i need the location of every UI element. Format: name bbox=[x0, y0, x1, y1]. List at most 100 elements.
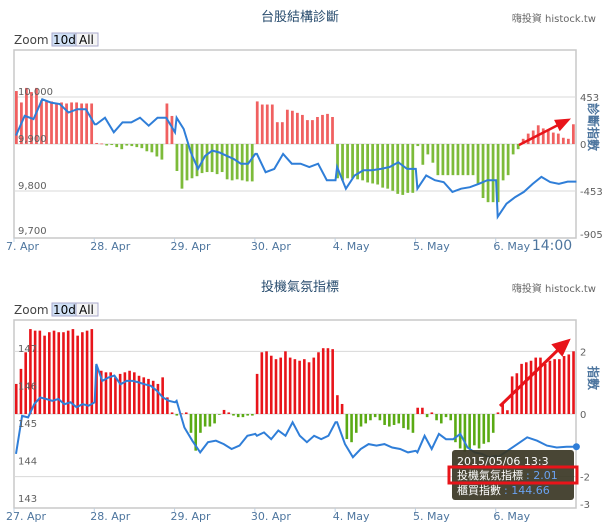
x-tick-label: 6. May bbox=[493, 240, 530, 253]
bar-positive bbox=[114, 377, 117, 414]
bar-positive bbox=[95, 142, 99, 144]
bar-negative bbox=[426, 144, 430, 155]
tooltip-label-otc: 櫃買指數 bbox=[457, 483, 501, 497]
bar-negative bbox=[180, 144, 184, 189]
bar-positive bbox=[76, 335, 79, 414]
bar-positive bbox=[118, 373, 122, 414]
bar-positive bbox=[551, 132, 555, 144]
x-tick-label: 30. Apr bbox=[251, 240, 291, 253]
zoom-all-label[interactable]: All bbox=[79, 33, 94, 47]
bar-negative bbox=[388, 414, 391, 427]
bar-positive bbox=[80, 103, 83, 144]
bar-negative bbox=[381, 144, 385, 188]
bar-negative bbox=[145, 144, 149, 152]
bar-negative bbox=[345, 414, 349, 440]
bar-negative bbox=[246, 414, 249, 416]
bar-positive bbox=[279, 357, 283, 414]
bar-positive bbox=[321, 114, 324, 144]
bar-negative bbox=[471, 144, 475, 176]
bar-negative bbox=[473, 414, 476, 446]
zoom-all-button[interactable]: All bbox=[75, 302, 99, 317]
bar-negative bbox=[366, 144, 370, 183]
bar-positive bbox=[48, 332, 51, 414]
bar-negative bbox=[397, 414, 401, 424]
x-tick-label: 29. Apr bbox=[171, 240, 211, 253]
bar-positive bbox=[170, 115, 174, 144]
bar-negative bbox=[356, 144, 359, 180]
bar-negative bbox=[115, 144, 119, 148]
chart-speculation-index: 投機氣氛指標 嗨投資 histock.tw Zoom 10d All 147 14… bbox=[6, 279, 601, 523]
bar-negative bbox=[240, 144, 244, 181]
bar-positive bbox=[543, 363, 547, 414]
bar-negative bbox=[411, 414, 415, 433]
left-tick-label: 10,000 bbox=[18, 87, 53, 98]
zoom-10d-button[interactable]: 10d bbox=[51, 302, 77, 317]
watermark: 嗨投資 histock.tw bbox=[512, 282, 596, 295]
bar-positive bbox=[269, 355, 273, 414]
zoom-10d-button[interactable]: 10d bbox=[51, 32, 77, 47]
bar-negative bbox=[199, 414, 202, 433]
right-tick-label: -2 bbox=[580, 473, 590, 484]
bar-negative bbox=[392, 414, 396, 425]
chart-title: 台股結構診斷 bbox=[261, 9, 339, 25]
bar-positive bbox=[45, 101, 48, 144]
bar-negative bbox=[236, 414, 240, 418]
bar-negative bbox=[203, 414, 207, 427]
bar-positive bbox=[303, 359, 306, 414]
bar-negative bbox=[376, 144, 380, 185]
zoom-label: Zoom bbox=[14, 33, 49, 47]
bar-positive bbox=[293, 359, 297, 414]
bar-positive bbox=[336, 395, 339, 414]
zoom-10d-label[interactable]: 10d bbox=[53, 33, 76, 47]
bar-positive bbox=[222, 409, 226, 414]
x-tick-label: 30. Apr bbox=[251, 510, 291, 523]
bar-negative bbox=[456, 144, 460, 176]
bar-positive bbox=[520, 363, 523, 414]
bar-negative bbox=[491, 144, 495, 203]
bar-negative bbox=[466, 144, 470, 176]
zoom-10d-label[interactable]: 10d bbox=[53, 303, 76, 317]
left-tick-label: 144 bbox=[18, 457, 37, 468]
bar-positive bbox=[290, 110, 294, 144]
bar-negative bbox=[441, 144, 445, 176]
bar-negative bbox=[425, 414, 429, 418]
bar-positive bbox=[24, 352, 27, 414]
bar-positive bbox=[296, 112, 299, 144]
bar-negative bbox=[449, 414, 453, 421]
chart-title: 投機氣氛指標 bbox=[261, 279, 339, 295]
bar-positive bbox=[29, 329, 32, 414]
bar-negative bbox=[406, 414, 410, 430]
bar-negative bbox=[350, 414, 353, 443]
bar-negative bbox=[486, 144, 490, 203]
bar-positive bbox=[62, 332, 65, 414]
bar-positive bbox=[57, 332, 61, 414]
bar-positive bbox=[416, 407, 419, 414]
bar-positive bbox=[331, 349, 334, 414]
bar-positive bbox=[260, 352, 264, 414]
bar-negative bbox=[439, 414, 443, 424]
bar-negative bbox=[359, 414, 363, 427]
x-tick-label: 4. May bbox=[333, 240, 370, 253]
zoom-all-label[interactable]: All bbox=[79, 303, 94, 317]
bar-positive bbox=[526, 133, 530, 144]
bar-negative bbox=[346, 144, 349, 179]
bar-positive bbox=[109, 372, 112, 414]
bar-negative bbox=[225, 144, 229, 180]
bar-positive bbox=[156, 383, 160, 414]
bar-negative bbox=[446, 144, 450, 176]
bar-negative bbox=[354, 414, 358, 433]
bar-positive bbox=[496, 412, 500, 414]
bar-negative bbox=[160, 144, 164, 160]
bar-positive bbox=[541, 128, 545, 144]
bar-positive bbox=[52, 330, 56, 414]
bar-positive bbox=[311, 120, 314, 144]
bar-positive bbox=[534, 357, 538, 414]
bar-negative bbox=[351, 144, 354, 179]
zoom-all-button[interactable]: All bbox=[75, 32, 99, 47]
bar-positive bbox=[312, 357, 316, 414]
bar-positive bbox=[561, 137, 565, 144]
bar-negative bbox=[444, 414, 448, 418]
bar-negative bbox=[364, 414, 368, 424]
zoom-label: Zoom bbox=[14, 303, 49, 317]
bar-positive bbox=[81, 332, 84, 414]
